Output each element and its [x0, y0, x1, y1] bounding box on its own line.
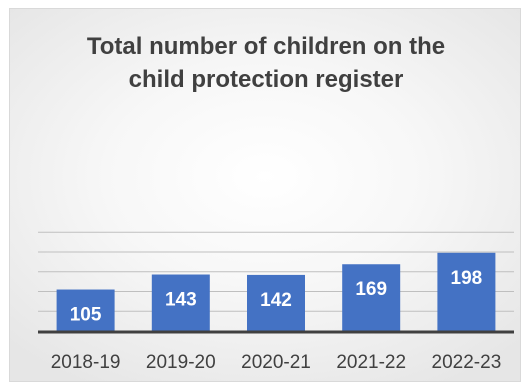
data-label: 169 [355, 279, 387, 300]
data-label: 142 [260, 290, 292, 311]
data-label: 105 [70, 305, 102, 326]
x-tick-label: 2022-23 [432, 352, 502, 373]
bar-2021-22 [342, 264, 401, 331]
x-tick-label: 2019-20 [146, 352, 216, 373]
bar-2018-19 [56, 289, 115, 331]
bar-2020-21 [247, 274, 305, 331]
bar-2019-20 [151, 274, 210, 331]
chart-title-line-1: Total number of children on the [86, 33, 446, 60]
x-tick-label: 2018-19 [51, 352, 121, 373]
data-label: 198 [451, 268, 483, 289]
x-tick-label: 2021-22 [336, 352, 406, 373]
chart-title: Total number of children on the child pr… [0, 30, 532, 96]
x-tick-label: 2020-21 [241, 352, 311, 373]
chart-title-line-2: child protection register [128, 66, 404, 93]
bar-2022-23 [437, 252, 496, 331]
data-label: 143 [165, 290, 197, 311]
